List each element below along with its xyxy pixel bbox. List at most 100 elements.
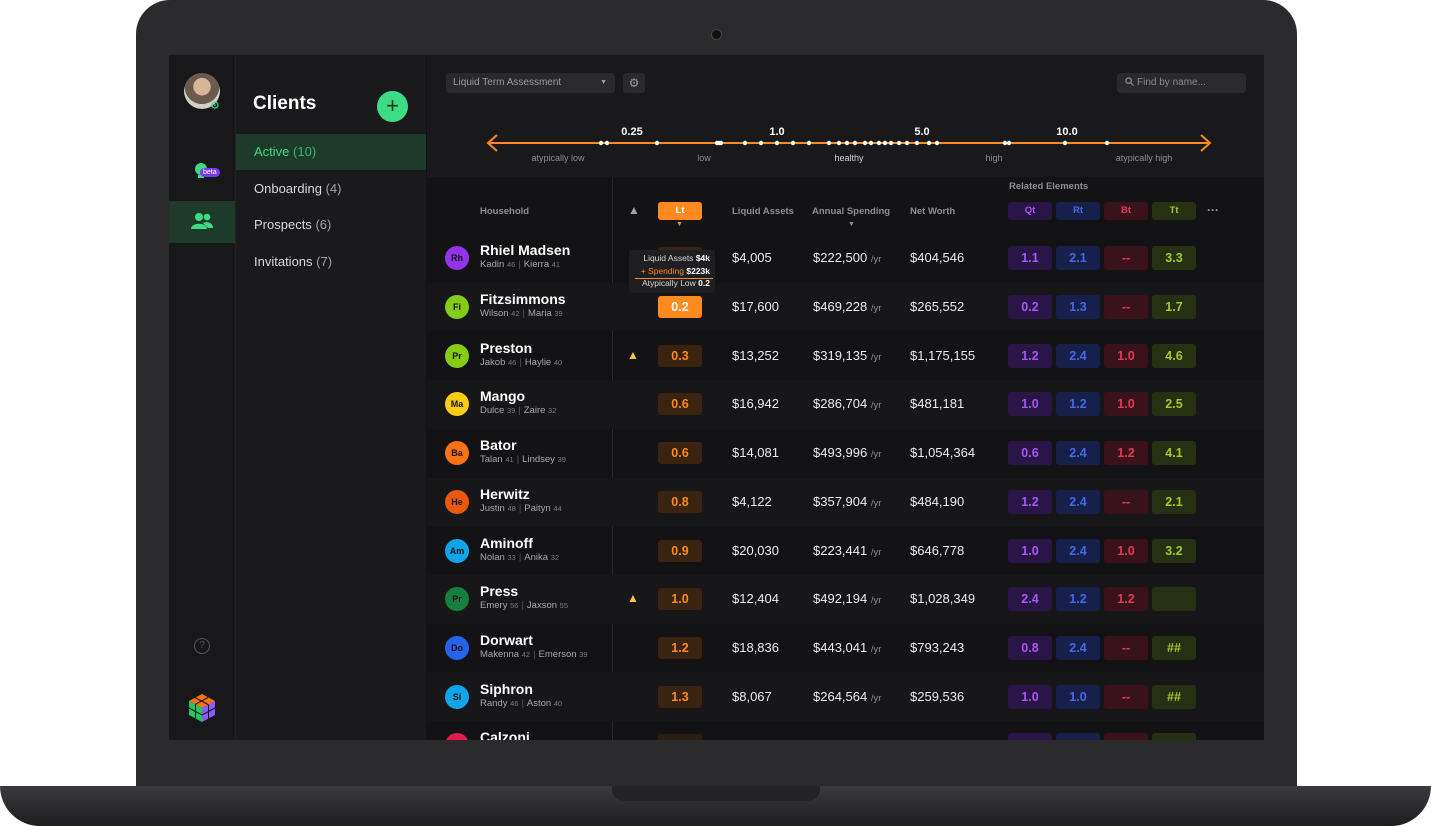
qt-cell[interactable]: 1.0	[1008, 684, 1052, 709]
lt-value[interactable]: 0.6	[658, 393, 702, 416]
rt-cell[interactable]: 1.0	[1056, 684, 1100, 709]
rt-cell[interactable]: 2.1	[1056, 246, 1100, 271]
table-row[interactable]: Ba Bator Talan 41 | Lindsey 39 0.6 $14,081 $…	[427, 429, 1264, 478]
col-qt[interactable]: Qt	[1008, 202, 1052, 220]
col-net-worth[interactable]: Net Worth	[910, 206, 956, 217]
rt-cell[interactable]: 2.4	[1056, 635, 1100, 660]
bt-cell[interactable]: 1.0	[1104, 392, 1148, 417]
household-name[interactable]: Aminoff	[480, 534, 533, 551]
rt-cell[interactable]: 1.2	[1056, 392, 1100, 417]
tt-cell[interactable]: ##	[1152, 684, 1196, 709]
bt-cell[interactable]: --	[1104, 684, 1148, 709]
qt-cell[interactable]: 0.2	[1008, 295, 1052, 320]
qt-cell[interactable]: 1.0	[1008, 392, 1052, 417]
table-row[interactable]: Pr Press Emery 56 | Jaxson 55 ▲ 1.0 $12,404 $…	[427, 574, 1264, 624]
help-icon[interactable]: ?	[194, 638, 210, 654]
user-avatar[interactable]	[184, 73, 220, 109]
lt-value[interactable]	[658, 734, 702, 740]
tt-cell[interactable]: 3.3	[1152, 246, 1196, 271]
rt-cell[interactable]	[1056, 733, 1100, 740]
bt-cell[interactable]: 1.2	[1104, 587, 1148, 612]
household-name[interactable]: Calzoni	[480, 729, 530, 740]
bt-cell[interactable]: --	[1104, 295, 1148, 320]
table-row[interactable]: Si Siphron Randy 46 | Aston 40 1.3 $8,067 $2…	[427, 672, 1264, 721]
household-name[interactable]: Bator	[480, 437, 517, 454]
col-bt[interactable]: Bt	[1104, 202, 1148, 220]
qt-cell[interactable]	[1008, 733, 1052, 740]
qt-cell[interactable]: 2.4	[1008, 587, 1052, 612]
household-name[interactable]: Dorwart	[480, 631, 533, 648]
status-item-active[interactable]: Active (10)	[236, 134, 426, 170]
tt-cell[interactable]	[1152, 587, 1196, 612]
tt-cell[interactable]: 1.7	[1152, 295, 1196, 320]
lt-value[interactable]: 0.2	[658, 296, 702, 319]
bt-cell[interactable]: --	[1104, 246, 1148, 271]
add-client-button[interactable]: +	[377, 91, 408, 122]
table-row[interactable]: Rh Rhiel Madsen Kadin 46 | Kierra 41 $4,005…	[427, 234, 1264, 283]
lt-value[interactable]: 1.3	[658, 685, 702, 708]
household-name[interactable]: Preston	[480, 339, 533, 356]
table-row[interactable]: He Herwitz Justin 48 | Paityn 44 0.8 $4,122 …	[427, 477, 1264, 527]
settings-badge-icon[interactable]: ⚙	[210, 100, 220, 112]
more-options-icon[interactable]: ···	[1207, 203, 1219, 217]
rt-cell[interactable]: 2.4	[1056, 343, 1100, 368]
qt-cell[interactable]: 0.6	[1008, 441, 1052, 466]
household-name[interactable]: Rhiel Madsen	[480, 242, 571, 259]
tt-cell[interactable]: ##	[1152, 635, 1196, 660]
rt-cell[interactable]: 1.3	[1056, 295, 1100, 320]
status-item-prospects[interactable]: Prospects (6)	[236, 207, 426, 243]
gear-icon[interactable]: ⚙	[623, 73, 645, 93]
table-row[interactable]: Pr Preston Jakob 46 | Haylie 40 ▲ 0.3 $13,252…	[427, 331, 1264, 380]
lt-value[interactable]: 1.0	[658, 588, 702, 611]
tt-cell[interactable]: 4.6	[1152, 343, 1196, 368]
lt-value[interactable]: 1.2	[658, 636, 702, 659]
bt-cell[interactable]: --	[1104, 489, 1148, 514]
search-input[interactable]: Find by name...	[1117, 73, 1246, 93]
rt-cell[interactable]: 2.4	[1056, 441, 1100, 466]
tt-cell[interactable]	[1152, 733, 1196, 740]
qt-cell[interactable]: 1.0	[1008, 538, 1052, 563]
rt-cell[interactable]: 2.4	[1056, 538, 1100, 563]
household-name[interactable]: Mango	[480, 388, 526, 405]
bt-cell[interactable]	[1104, 733, 1148, 740]
nav-clients-active[interactable]	[169, 201, 235, 243]
col-household[interactable]: Household	[480, 206, 530, 217]
tt-cell[interactable]: 3.2	[1152, 538, 1196, 563]
table-row[interactable]: Ma Mango Dulce 39 | Zaire 32 0.6 $16,942 $28…	[427, 380, 1264, 429]
table-row[interactable]: Fi Fitzsimmons Wilson 42 | Maria 39 0.2 $17,…	[427, 282, 1264, 332]
table-row[interactable]: Do Dorwart Makenna 42 | Emerson 39 1.2 $18,8…	[427, 624, 1264, 673]
col-liquid-assets[interactable]: Liquid Assets	[732, 206, 794, 217]
tt-cell[interactable]: 4.1	[1152, 441, 1196, 466]
household-name[interactable]: Herwitz	[480, 485, 530, 502]
rt-cell[interactable]: 1.2	[1056, 587, 1100, 612]
table-row[interactable]: Am Aminoff Nolan 33 | Anika 32 0.9 $20,030 $…	[427, 526, 1264, 575]
assessment-select[interactable]: Liquid Term Assessment ▼	[446, 73, 615, 93]
qt-cell[interactable]: 0.8	[1008, 635, 1052, 660]
col-lt-sorted[interactable]: Lt	[658, 202, 702, 220]
bt-cell[interactable]: --	[1104, 635, 1148, 660]
table-row[interactable]: Ca Calzoni	[427, 721, 1264, 740]
lt-value[interactable]: 0.3	[658, 344, 702, 367]
member-separator: |	[518, 259, 521, 271]
household-name[interactable]: Siphron	[480, 680, 533, 697]
status-item-onboarding[interactable]: Onboarding (4)	[236, 171, 426, 207]
tt-cell[interactable]: 2.1	[1152, 489, 1196, 514]
qt-cell[interactable]: 1.2	[1008, 343, 1052, 368]
bt-cell[interactable]: 1.2	[1104, 441, 1148, 466]
tt-cell[interactable]: 2.5	[1152, 392, 1196, 417]
col-annual-spending[interactable]: Annual Spending	[812, 206, 891, 217]
people-icon[interactable]	[191, 212, 213, 230]
rt-cell[interactable]: 2.4	[1056, 489, 1100, 514]
qt-cell[interactable]: 1.2	[1008, 489, 1052, 514]
status-item-invitations[interactable]: Invitations (7)	[236, 244, 426, 280]
col-tt[interactable]: Tt	[1152, 202, 1196, 220]
bt-cell[interactable]: 1.0	[1104, 343, 1148, 368]
col-rt[interactable]: Rt	[1056, 202, 1100, 220]
lt-value[interactable]: 0.8	[658, 490, 702, 513]
lt-value[interactable]: 0.6	[658, 442, 702, 465]
household-name[interactable]: Press	[480, 583, 519, 600]
lt-value[interactable]: 0.9	[658, 539, 702, 562]
bt-cell[interactable]: 1.0	[1104, 538, 1148, 563]
household-name[interactable]: Fitzsimmons	[480, 291, 566, 308]
qt-cell[interactable]: 1.1	[1008, 246, 1052, 271]
